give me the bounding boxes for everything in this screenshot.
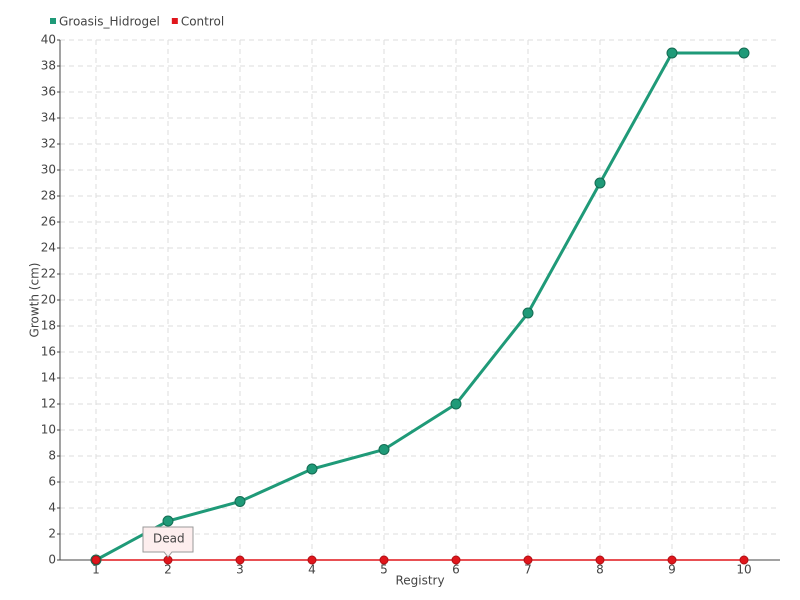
y-tick-label: 36 — [41, 85, 56, 99]
annotation-box — [142, 526, 194, 558]
y-tick-label: 12 — [41, 397, 56, 411]
data-point — [378, 444, 390, 455]
x-tick-label: 10 — [736, 563, 751, 577]
legend-label: Control — [181, 15, 224, 29]
y-tick-label: 20 — [41, 293, 56, 307]
data-point — [523, 555, 533, 565]
x-tick-label: 1 — [92, 563, 100, 577]
x-axis-title: Registry — [395, 574, 444, 588]
y-tick-label: 40 — [41, 33, 56, 47]
y-tick-label: 30 — [41, 163, 56, 177]
data-point — [162, 515, 174, 527]
y-tick-label: 26 — [41, 215, 56, 229]
x-tick-label: 5 — [380, 563, 388, 577]
annotation-text: Dead — [153, 532, 185, 546]
data-point — [450, 398, 462, 410]
y-tick-label: 22 — [41, 267, 56, 281]
x-tick-label: 2 — [164, 563, 172, 577]
annotation: Dead — [142, 526, 194, 558]
y-tick-label: 16 — [41, 345, 56, 359]
data-point — [594, 177, 606, 189]
legend-label: Groasis_Hidrogel — [59, 15, 160, 29]
legend-swatch — [171, 18, 178, 24]
y-axis-title: Growth (cm) — [28, 263, 42, 338]
data-point — [234, 496, 246, 507]
y-tick-label: 18 — [41, 319, 56, 333]
data-point — [451, 555, 461, 565]
data-point — [666, 47, 678, 59]
y-tick-label: 2 — [48, 527, 56, 541]
y-tick-label: 32 — [41, 137, 56, 151]
data-point — [739, 555, 749, 565]
x-tick-label: 6 — [452, 563, 460, 577]
data-point — [91, 555, 101, 565]
x-tick-label: 4 — [308, 563, 316, 577]
y-tick-label: 38 — [41, 59, 56, 73]
y-tick-label: 28 — [41, 189, 56, 203]
data-point — [307, 555, 317, 565]
data-point — [235, 555, 245, 565]
legend-item[interactable]: Control — [171, 15, 224, 29]
legend-item[interactable]: Groasis_Hidrogel — [50, 15, 160, 29]
y-tick-label: 0 — [48, 553, 56, 567]
x-tick-label: 9 — [668, 563, 676, 577]
y-tick-label: 14 — [41, 371, 56, 385]
data-point — [379, 555, 389, 565]
x-tick-label: 3 — [236, 563, 244, 577]
x-tick-label: 7 — [524, 563, 532, 577]
y-tick-label: 6 — [48, 475, 56, 489]
y-tick-label: 34 — [41, 111, 56, 125]
x-tick-label: 8 — [596, 563, 604, 577]
data-point — [595, 555, 605, 565]
series-line — [95, 51, 744, 562]
data-point — [522, 307, 534, 319]
data-point — [667, 555, 677, 565]
y-tick-label: 4 — [48, 501, 56, 515]
data-point — [738, 47, 750, 59]
y-tick-label: 8 — [48, 449, 56, 463]
y-tick-label: 24 — [41, 241, 56, 255]
legend-swatch — [50, 18, 56, 24]
data-point — [306, 463, 318, 475]
y-tick-label: 10 — [41, 423, 56, 437]
